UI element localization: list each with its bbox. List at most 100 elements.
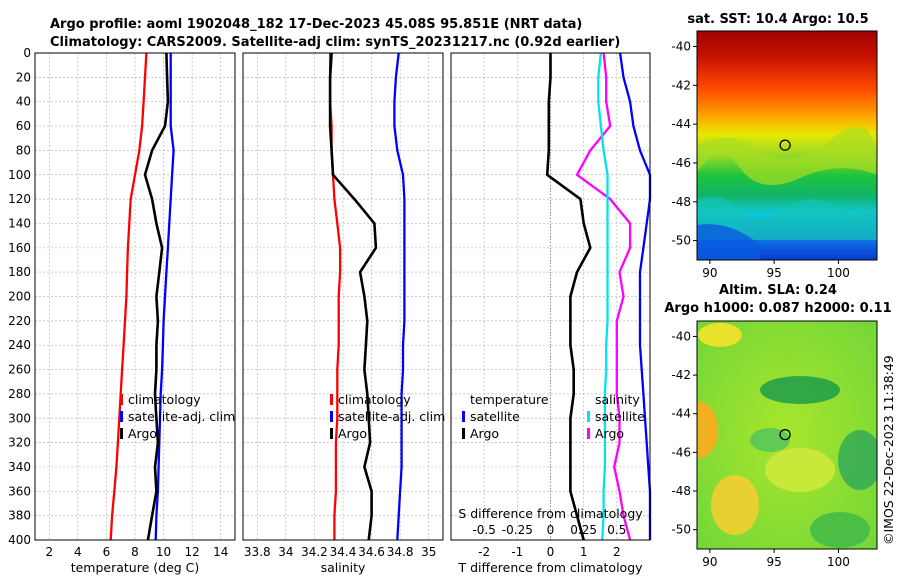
map-x-tick-label: 100 — [827, 555, 850, 569]
x-tick-label: 12 — [185, 545, 200, 559]
x-tick-label: -2 — [478, 545, 490, 559]
legend-label-satellite: satellite-adj. clim — [128, 409, 235, 424]
legend-swatch-satellite — [120, 411, 123, 422]
sst-argo-marker — [779, 139, 791, 151]
legend-swatch-argo — [120, 428, 123, 439]
depth-tick-label: 180 — [8, 265, 31, 279]
x-tick-label: 2 — [613, 545, 621, 559]
legend-swatch-t-satellite — [462, 411, 465, 422]
sst-map-frame — [696, 30, 878, 261]
sla-high-2 — [697, 402, 718, 458]
legend-swatch-t-argo — [462, 428, 465, 439]
depth-tick-label: 80 — [16, 143, 31, 157]
x-tick-label: 1 — [580, 545, 588, 559]
x-tick-label: 6 — [103, 545, 111, 559]
depth-tick-label: 100 — [8, 168, 31, 182]
x2-tick-label: 0.25 — [570, 523, 597, 537]
x-tick-label: 14 — [213, 545, 228, 559]
x2-tick-label: -0.25 — [502, 523, 533, 537]
sla-map-title-2: Argo h1000: 0.087 h2000: 0.11 — [664, 301, 891, 316]
x-tick-label: 8 — [131, 545, 139, 559]
x-axis-label: T difference from climatology — [457, 560, 643, 575]
series-climatology — [109, 52, 148, 541]
x-tick-label: 33.8 — [244, 545, 271, 559]
panel-frame — [242, 52, 444, 541]
sla-low-2 — [838, 430, 877, 490]
depth-tick-label: 320 — [8, 436, 31, 450]
legend-salinity: climatology satellite-adj. clim Argo — [330, 392, 445, 441]
map-y-tick-label: -46 — [671, 445, 691, 459]
x-axis-label: temperature (deg C) — [71, 560, 200, 575]
map-y-tick-label: -42 — [671, 78, 691, 92]
sst-map-title: sat. SST: 10.4 Argo: 10.5 — [687, 12, 868, 27]
sst-map-image — [697, 31, 877, 260]
legend-label-argo: Argo — [128, 426, 157, 441]
depth-tick-label: 40 — [16, 95, 31, 109]
x2-tick-label: 0 — [547, 523, 555, 537]
x2-tick-label: -0.5 — [472, 523, 495, 537]
sla-map-image — [697, 321, 877, 549]
depth-tick-label: 0 — [23, 46, 31, 60]
map-x-tick-label: 90 — [702, 555, 717, 569]
legend-swatch-satellite — [330, 411, 333, 422]
legend-swatch-s-argo — [587, 428, 590, 439]
sst-cold-pool — [697, 224, 760, 260]
x-tick-label: 34.6 — [358, 545, 385, 559]
sla-high-3 — [711, 475, 759, 535]
map-x-tick-label: 90 — [702, 266, 717, 280]
legend-heading-temperature: temperature — [470, 392, 549, 407]
map-y-tick-label: -44 — [671, 407, 691, 421]
map-y-tick-label: -40 — [671, 40, 691, 54]
x-tick-label: 2 — [45, 545, 53, 559]
depth-tick-label: 160 — [8, 241, 31, 255]
map-y-tick-label: -50 — [671, 234, 691, 248]
depth-tick-label: 60 — [16, 119, 31, 133]
sst-map-axes: 90 95 100 -40 -42 -44 -46 -48 -50 — [671, 40, 849, 280]
depth-tick-label: 300 — [8, 411, 31, 425]
sla-map-title-1: Altim. SLA: 0.24 — [719, 283, 837, 298]
legend-swatch-climatology — [120, 394, 123, 405]
map-y-tick-label: -42 — [671, 368, 691, 382]
depth-tick-label: 280 — [8, 387, 31, 401]
legend-label-s-satellite: satellite — [595, 409, 645, 424]
legend-difference: temperature satellite Argo salinity sate… — [462, 392, 645, 441]
series-salinity-satellite — [597, 52, 609, 541]
panel-frame — [34, 52, 236, 541]
map-y-tick-label: -50 — [671, 523, 691, 537]
depth-tick-label: 200 — [8, 290, 31, 304]
map-y-tick-label: -40 — [671, 329, 691, 343]
x-tick-label: 34.8 — [387, 545, 414, 559]
sla-high-1 — [698, 323, 742, 347]
legend-swatch-s-satellite — [587, 411, 590, 422]
legend-label-t-satellite: satellite — [470, 409, 520, 424]
depth-tick-label: 260 — [8, 363, 31, 377]
map-x-tick-label: 95 — [767, 555, 782, 569]
legend-swatch-argo — [330, 428, 333, 439]
series-satellite-adj-clim — [154, 53, 175, 541]
title-line-1: Argo profile: aoml 1902048_182 17-Dec-20… — [50, 17, 582, 32]
sla-argo-marker — [779, 428, 791, 441]
legend-label-climatology: climatology — [128, 392, 201, 407]
sla-low-3 — [810, 512, 870, 548]
series-temperature-argo — [545, 53, 592, 541]
depth-tick-label: 380 — [8, 509, 31, 523]
map-y-tick-label: -48 — [671, 195, 691, 209]
map-x-tick-label: 100 — [827, 266, 850, 280]
x-axis-label: salinity — [321, 560, 366, 575]
x-tick-label: 34 — [278, 545, 293, 559]
legend-heading-salinity: salinity — [595, 392, 640, 407]
map-y-tick-label: -46 — [671, 156, 691, 170]
series-argo — [328, 52, 378, 541]
legend-label-argo: Argo — [338, 426, 367, 441]
x-tick-label: -1 — [511, 545, 523, 559]
sst-cold-tongue — [697, 196, 877, 240]
x-tick-label: 10 — [156, 545, 171, 559]
profile-panels: 0204060801001201401601802002202402602803… — [8, 46, 652, 575]
x-tick-label: 34.4 — [330, 545, 357, 559]
map-x-tick-label: 95 — [767, 266, 782, 280]
sla-low-1 — [760, 376, 840, 404]
depth-tick-label: 340 — [8, 460, 31, 474]
x-tick-label: 34.2 — [301, 545, 328, 559]
legend-temperature: climatology satellite-adj. clim Argo — [120, 392, 235, 441]
depth-tick-label: 360 — [8, 484, 31, 498]
